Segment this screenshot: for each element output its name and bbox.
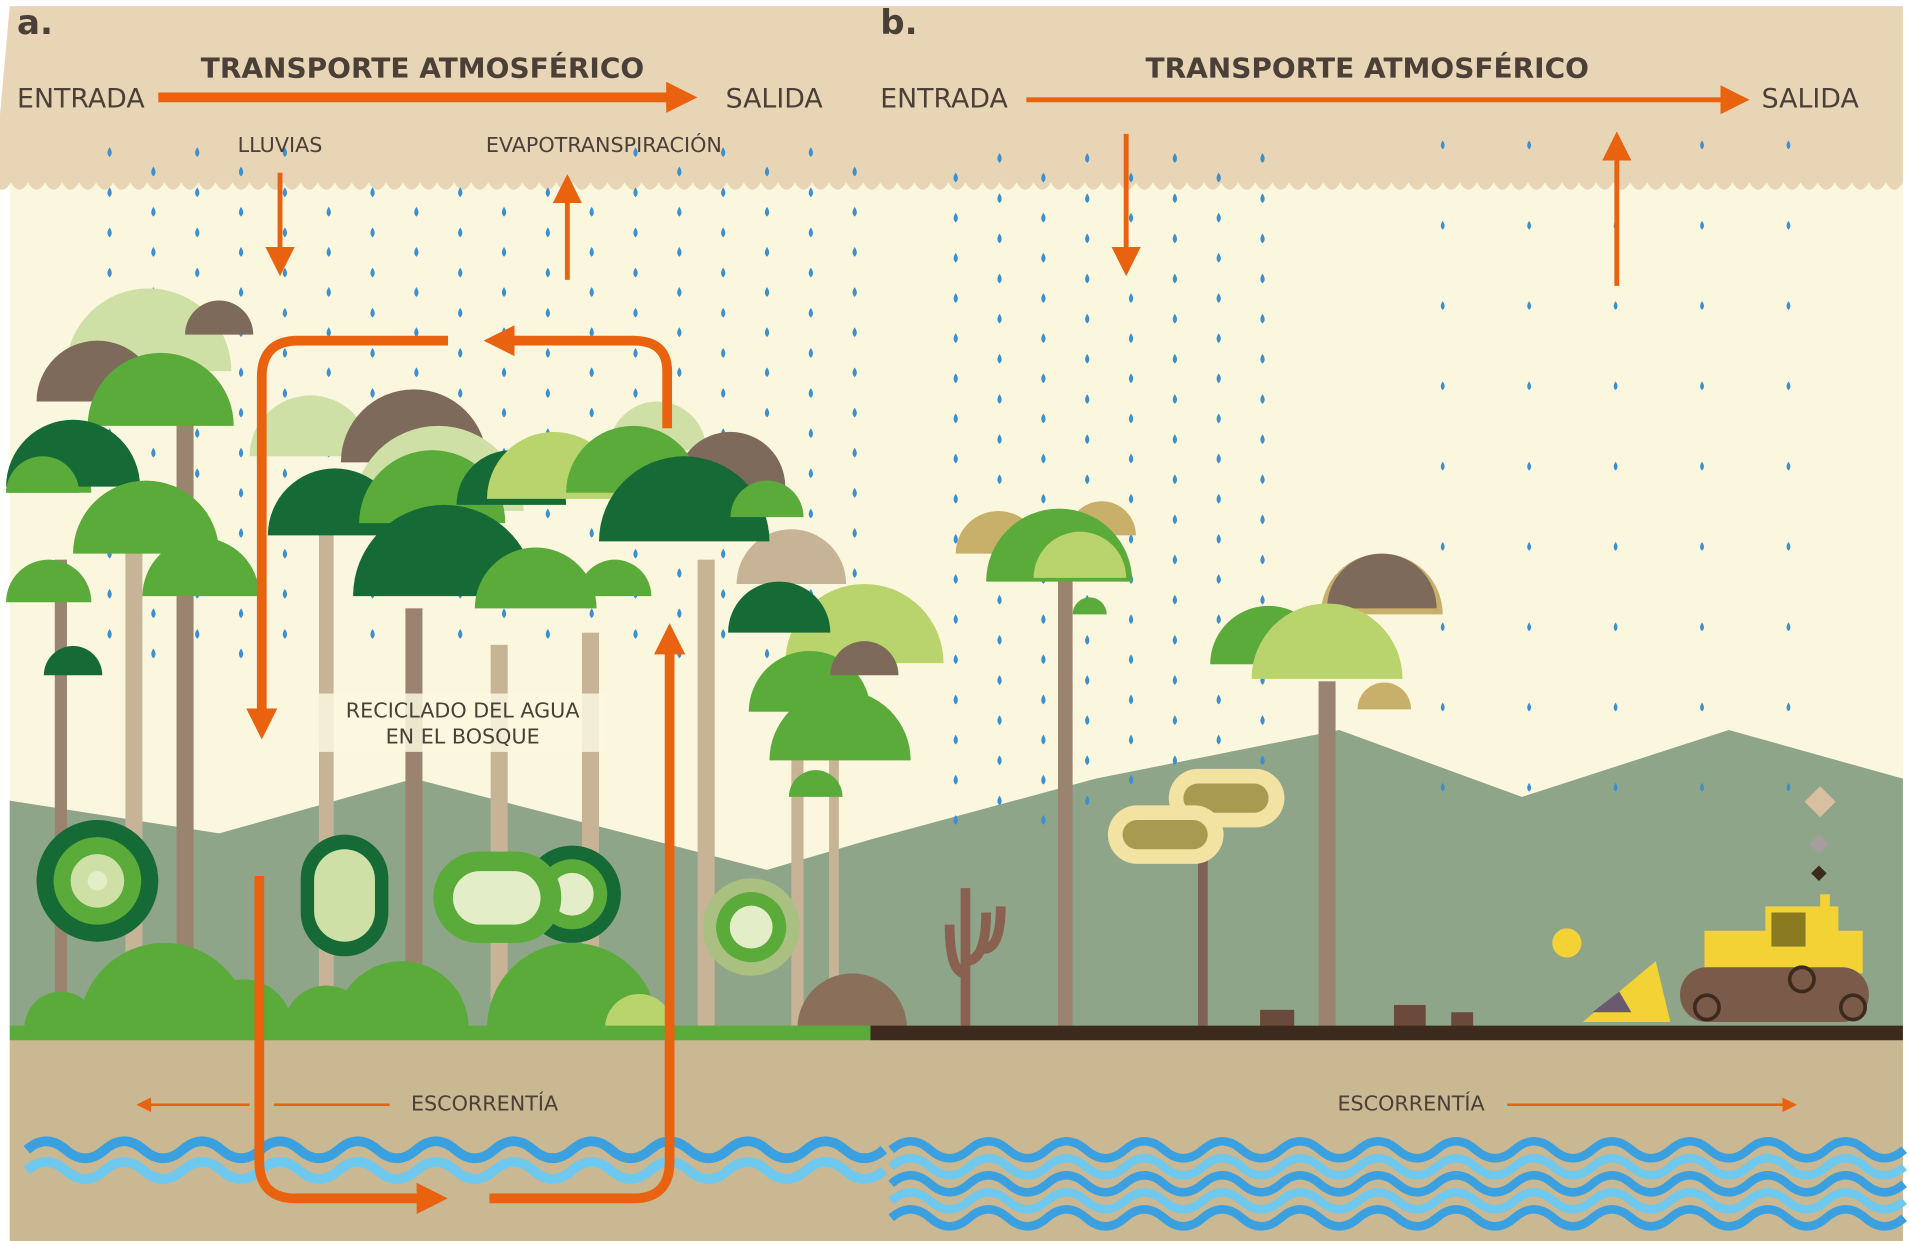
- trunk: [55, 560, 67, 1026]
- bush: [314, 849, 375, 941]
- runoff-label: ESCORRENTÍA: [411, 1091, 558, 1116]
- runoff-label: ESCORRENTÍA: [1337, 1091, 1484, 1116]
- transport-title: TRANSPORTE ATMOSFÉRICO: [1146, 50, 1589, 84]
- page: {"panels": [ {"label": "a.", "transport"…: [0, 0, 1909, 1241]
- output-label: SALIDA: [1762, 83, 1860, 114]
- bush: [88, 871, 107, 890]
- recycling-label: RECICLADO DEL AGUA: [346, 699, 580, 723]
- trunk: [1198, 852, 1208, 1026]
- stump: [1394, 1005, 1426, 1027]
- bare-ground: [870, 1026, 1902, 1041]
- bush: [453, 871, 541, 925]
- bush: [730, 906, 773, 949]
- output-label: SALIDA: [726, 83, 824, 114]
- grass: [10, 1026, 871, 1041]
- diagram: a. b. TRANSPORTE ATMOSFÉRICO TRANSPORTE …: [0, 0, 1909, 1241]
- input-label: ENTRADA: [880, 83, 1008, 114]
- stump: [1260, 1010, 1294, 1027]
- rain-label: LLUVIAS: [238, 133, 323, 157]
- recycling-label: EN EL BOSQUE: [386, 724, 540, 748]
- evapotranspiration-label: EVAPOTRANSPIRACIÓN: [486, 132, 722, 157]
- panel-label: a.: [17, 3, 53, 43]
- transport-title: TRANSPORTE ATMOSFÉRICO: [201, 50, 644, 84]
- trunk: [1319, 681, 1336, 1025]
- stump: [1451, 1012, 1473, 1027]
- panel-label: b.: [880, 3, 917, 43]
- shrub: [1123, 820, 1208, 849]
- input-label: ENTRADA: [17, 83, 145, 114]
- trunk: [1058, 572, 1073, 1026]
